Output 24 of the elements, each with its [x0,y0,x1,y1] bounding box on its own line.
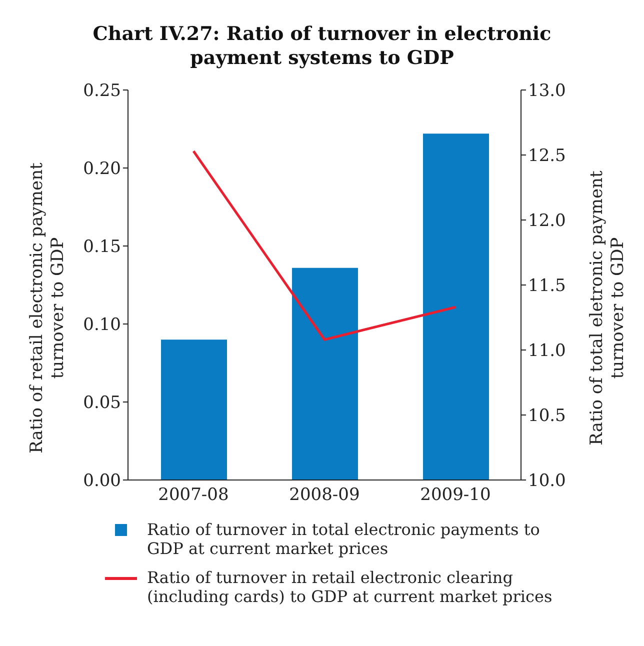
y2-tick-label: 13.0 [528,81,566,102]
y-tick-label: 0.05 [83,393,121,414]
y-tick-label: 0.15 [83,237,121,258]
x-tick-label: 2008-09 [289,485,360,506]
chart-title: Chart IV.27: Ratio of turnover in electronic payment systems to GDP [92,22,552,70]
y2-tick-label: 10.5 [528,406,566,426]
y2-tick-label: 12.0 [528,211,566,232]
y2-axis-title: Ratio of total eletronic payment turnover to GDP [587,170,629,448]
y-tick-label: 0.20 [83,159,121,180]
y2-tick-label: 12.5 [528,146,566,166]
x-tick-label: 2009-10 [420,485,491,506]
y-tick-label: 0.10 [83,315,121,336]
y2-tick-label: 11.0 [528,341,566,362]
bar [161,340,227,480]
x-tick-label: 2007-08 [158,485,229,506]
y2-tick-label: 10.0 [528,471,566,492]
bar [292,268,358,480]
y-tick-label: 0.25 [83,81,121,102]
y2-tick-label: 11.5 [528,276,566,296]
bar [423,134,489,480]
legend-label: Ratio of turnover in total electronic payments to GDP at current market prices [147,520,541,558]
y-axis-title: Ratio of retail electronic payment turnover to GDP [27,162,69,456]
y-tick-label: 0.00 [83,471,121,492]
legend-label: Ratio of turnover in retail electronic clearing (including cards) to GDP at current market prices [147,568,553,606]
